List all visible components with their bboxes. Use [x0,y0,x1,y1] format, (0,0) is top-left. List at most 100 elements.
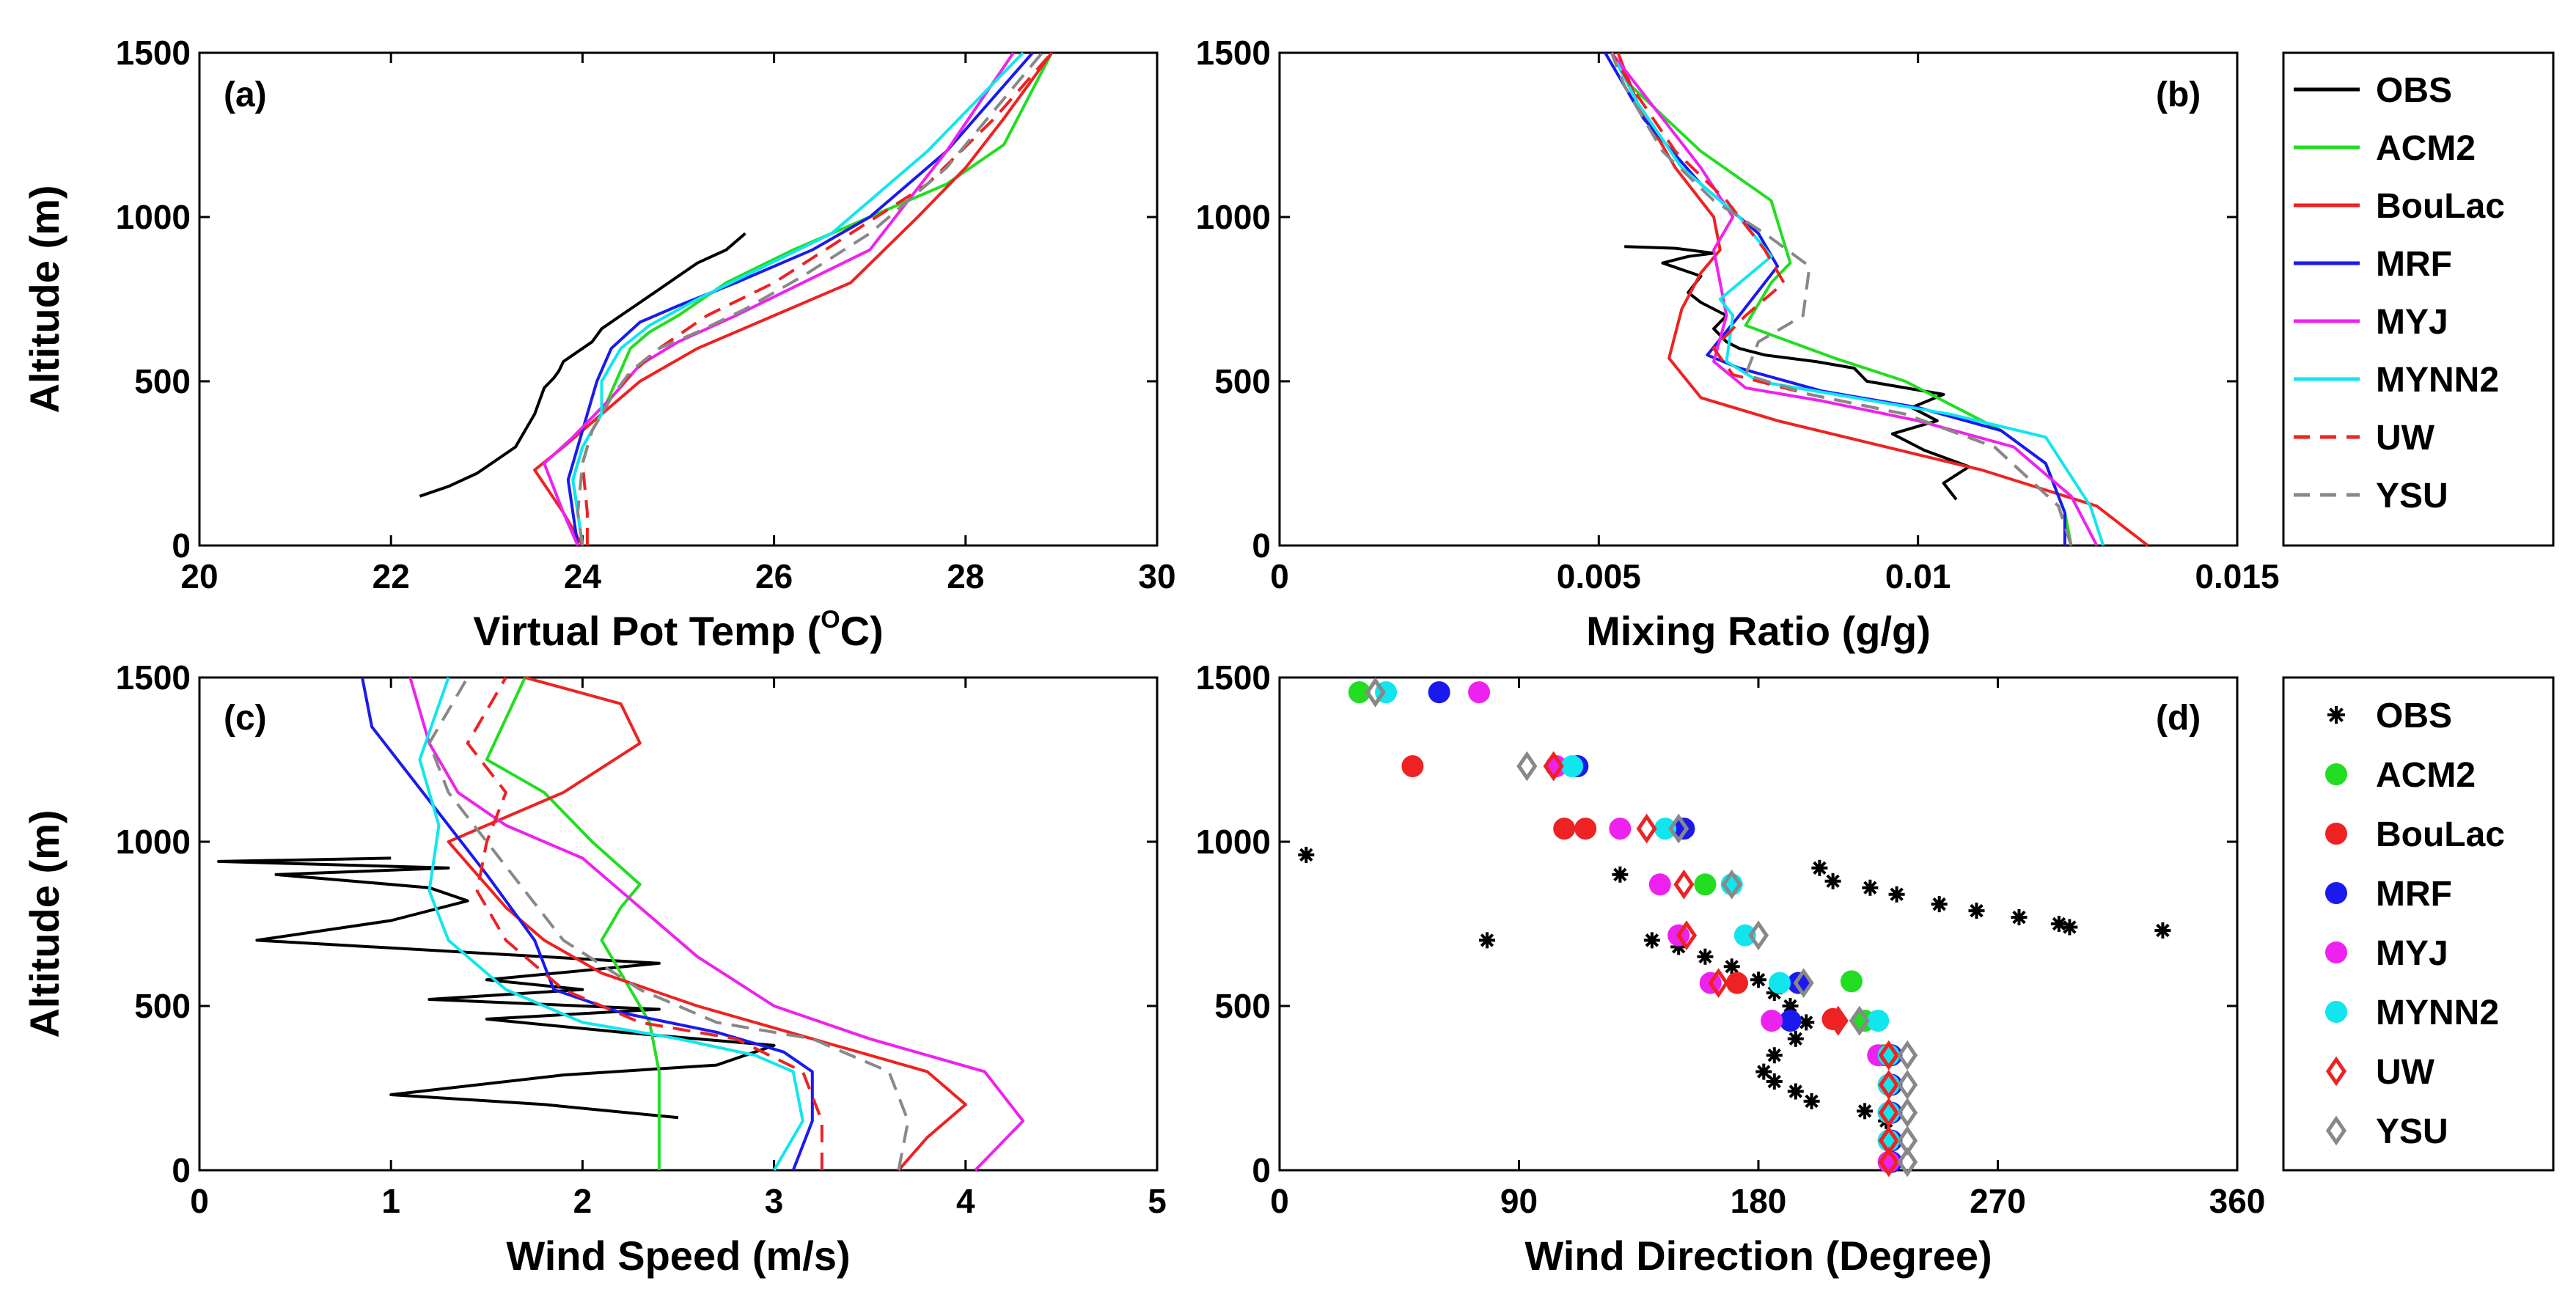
legend-bottom-label-ysu: YSU [2376,1112,2448,1151]
legend-bottom-label-mrf: MRF [2376,875,2452,914]
point-myj-d [1468,681,1491,704]
legend-top-label-obs: OBS [2376,71,2452,110]
panel-b-frame [1278,51,2239,547]
panel-b-xtick-label: 0 [1270,557,1289,595]
point-mrf-d [1673,818,1695,840]
point-ysu-d [1668,813,1689,844]
legend-top-label-uw: UW [2376,419,2435,458]
point-obs-d [1755,1063,1772,1080]
legend-top: OBS ACM2 BouLac MRF MYJ MYNN2 UW YSU [2282,51,2555,547]
point-obs-d [1803,1092,1820,1109]
legend-top-frame [2282,51,2555,547]
panel-c-xtick-label: 4 [956,1182,975,1220]
point-ysu-d [1747,920,1769,951]
series-line-obs-a [419,232,746,498]
point-obs-d [1750,972,1766,988]
series-line-mrf-a [566,51,1034,546]
panel-c-xtick-label: 0 [190,1182,209,1220]
panel-a-ytick-label: 1500 [116,34,191,72]
point-ysu-d [1897,1098,1918,1128]
series-line-obs-b [1624,245,1971,501]
panel-b-plot: 0 0.005 0.01 0.015 0 500 1000 1500 [1196,34,2280,595]
panel-b-xtick-label: 0.01 [1885,557,1951,595]
panel-b-xtick-label: 0.005 [1557,557,1641,595]
point-ysu-d [1897,1070,1918,1100]
point-obs-d [1723,958,1740,975]
series-line-boulac-c [447,676,967,1172]
legend-bottom-marker-uw [2325,1056,2347,1087]
point-obs-d [1888,886,1905,903]
legend-top-label-myj: MYJ [2376,303,2448,342]
panel-c-ytick-label: 0 [172,1151,191,1189]
legend-bottom-marker-mynn2 [2325,1001,2347,1023]
panel-b-label: (b) [2156,76,2201,114]
point-obs-d [2061,919,2078,936]
panel-a: (a) 20 22 24 26 28 30 0 500 1000 1500 Virtual Pot… [21,34,1176,654]
point-obs-d [1766,1047,1783,1064]
point-ysu-d [1793,968,1814,999]
point-mynn2-d [1769,972,1791,994]
legend-bottom-label-uw: UW [2376,1053,2435,1092]
panel-c-ytick-label: 1500 [116,658,191,697]
series-line-obs-c [217,856,776,1120]
series-line-uw-c [466,676,823,1170]
point-obs-d [1612,866,1629,883]
panel-b-xlabel: Mixing Ratio (g/g) [1586,608,1931,654]
point-obs-d [1968,903,1985,919]
point-obs-d [1479,932,1495,949]
panel-b-ytick-label: 1500 [1196,34,1271,72]
panel-a-plot: 20 22 24 26 28 30 0 500 1000 1500 [116,34,1176,595]
point-obs-d [1782,998,1799,1014]
point-uw-d [1676,920,1698,951]
point-uw-d [1878,1147,1899,1178]
point-ysu-d [1897,1040,1918,1071]
point-boulac-d [1401,754,1424,777]
legend-bottom-marker-myj [2325,941,2347,963]
series-line-mynn2-a [571,51,1024,546]
legend-top-label-ysu: YSU [2376,477,2448,515]
panel-b-ytick-label: 1000 [1196,198,1271,236]
panel-d-xtick-label: 360 [2209,1182,2266,1220]
point-obs-d [1824,873,1841,889]
legend-bottom-label-obs: OBS [2376,697,2452,735]
panel-a-ytick-label: 1000 [116,198,191,236]
series-line-boulac-b [1616,52,2149,547]
panel-d-plot: 0 90 180 270 360 0 500 1000 1500 [1196,658,2266,1220]
panel-d-xtick-label: 270 [1970,1182,2026,1220]
point-mrf-d [1787,972,1810,994]
panel-a-label: (a) [224,76,267,114]
panel-d-ytick-label: 1500 [1196,658,1271,697]
legend-top-label-acm2: ACM2 [2376,129,2476,168]
point-uw-d [1878,1070,1899,1100]
panel-a-xtick-label: 30 [1138,557,1175,595]
point-acm2-d [1840,970,1863,993]
point-mynn2-d [1867,1010,1890,1032]
panel-d: (d) 0 90 180 270 360 0 500 1000 1500 Wind Direct… [1196,658,2266,1279]
panel-c-xtick-label: 3 [765,1182,784,1220]
panel-a-ytick-label: 0 [172,526,191,565]
point-obs-d [1857,1103,1874,1120]
legend-top-items: OBS ACM2 BouLac MRF MYJ MYNN2 UW YSU [2294,71,2505,515]
point-obs-d [2050,916,2067,932]
panel-c-ylabel: Altitude (m) [21,809,67,1038]
series-line-mynn2-b [1610,52,2105,546]
panel-a-xtick-label: 20 [180,557,218,595]
panel-b-xtick-label: 0.015 [2195,557,2279,595]
panel-a-xtick-label: 24 [564,557,602,595]
panel-c-xtick-label: 5 [1148,1182,1167,1220]
point-ysu-d [1721,869,1742,900]
panel-a-ylabel: Altitude (m) [21,185,67,413]
legend-bottom-marker-ysu [2325,1115,2347,1146]
series-line-myj-a [543,51,1015,546]
point-uw-d [1708,968,1729,999]
panel-a-xtick-label: 26 [755,557,793,595]
panel-d-xtick-label: 90 [1500,1182,1538,1220]
series-line-myj-b [1610,51,2099,546]
legend-bottom-label-acm2: ACM2 [2376,756,2476,795]
legend-bottom-frame [2282,676,2555,1172]
point-obs-d [2154,922,2171,939]
series-line-boulac-a [533,51,1053,547]
point-obs-d [1787,1030,1804,1047]
point-mynn2-d [1654,818,1677,840]
